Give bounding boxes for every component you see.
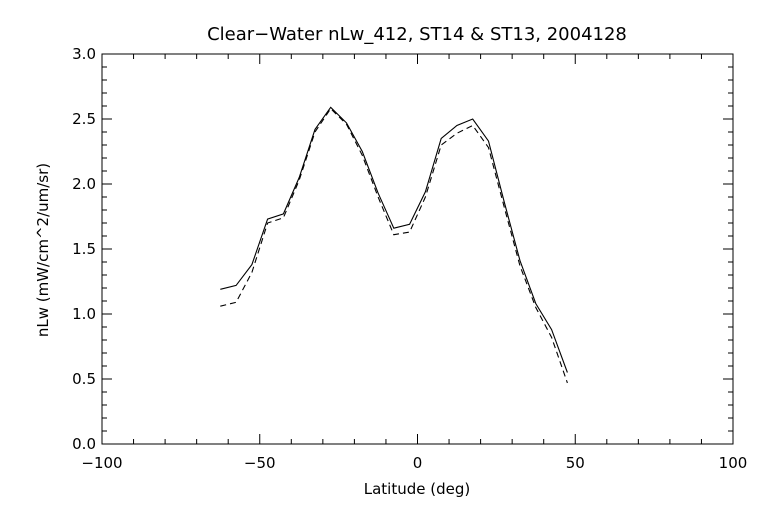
y-tick-label: 2.0 xyxy=(72,175,96,193)
x-tick-label: −50 xyxy=(244,454,276,472)
x-tick-label: 100 xyxy=(719,454,748,472)
series-layer xyxy=(220,106,568,384)
y-tick-label: 2.5 xyxy=(72,110,96,128)
y-tick-label: 3.0 xyxy=(72,45,96,63)
x-tick-label: −100 xyxy=(81,454,122,472)
y-tick-label: 1.5 xyxy=(72,240,96,258)
y-tick-label: 0.5 xyxy=(72,370,96,388)
y-axis: 0.0 0.5 1.0 1.5 2.0 2.5 3.0 xyxy=(72,45,733,453)
x-axis-label: Latitude (deg) xyxy=(364,480,470,498)
x-tick-label: 0 xyxy=(413,454,423,472)
y-tick-label: 0.0 xyxy=(72,435,96,453)
y-tick-label: 1.0 xyxy=(72,305,96,323)
series-line-dashed xyxy=(220,107,568,384)
y-axis-label: nLw (mW/cm^2/um/sr) xyxy=(34,163,52,337)
series-line-solid xyxy=(220,106,568,373)
x-tick-label: 50 xyxy=(566,454,585,472)
x-axis: −100 −50 0 50 100 xyxy=(81,54,747,472)
chart-title: Clear−Water nLw_412, ST14 & ST13, 200412… xyxy=(207,24,627,45)
plot-frame xyxy=(101,53,734,445)
